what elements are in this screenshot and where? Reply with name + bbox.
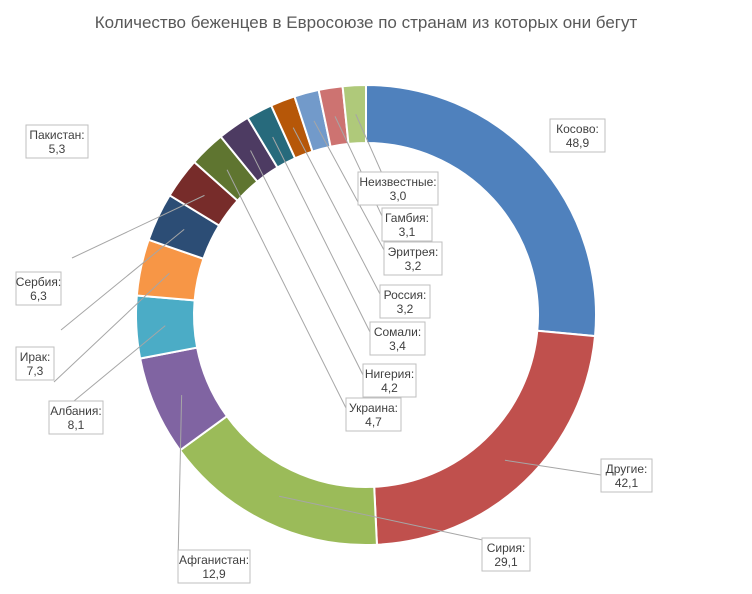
data-label-0: Косово:48,9 bbox=[549, 118, 606, 153]
data-label-value: 29,1 bbox=[494, 555, 518, 569]
data-label-box bbox=[357, 171, 439, 206]
data-label-value: 3,4 bbox=[389, 339, 406, 353]
data-label-box bbox=[362, 363, 417, 398]
leader-line-5 bbox=[53, 272, 170, 383]
data-label-value: 3,1 bbox=[399, 225, 416, 239]
data-label-category: Нигерия: bbox=[365, 367, 414, 381]
data-label-category: Косово: bbox=[556, 122, 599, 136]
data-label-category: Эритрея: bbox=[388, 245, 439, 259]
leader-line-6 bbox=[60, 228, 185, 331]
leader-line-10 bbox=[272, 136, 371, 333]
data-label-box bbox=[48, 400, 104, 435]
slice-1 bbox=[373, 329, 597, 546]
data-label-box bbox=[177, 549, 251, 584]
data-label-value: 5,3 bbox=[49, 142, 66, 156]
data-label-value: 48,9 bbox=[566, 136, 590, 150]
data-label-11: Россия:3,2 bbox=[379, 284, 431, 319]
data-label-category: Гамбия: bbox=[385, 211, 429, 225]
data-label-box bbox=[379, 284, 431, 319]
slices-layer bbox=[135, 83, 597, 546]
data-labels-layer: Косово:48,9 Другие:42,1 Сирия:29,1 Афганист… bbox=[15, 118, 653, 584]
data-label-14: Неизвестные:3,0 bbox=[357, 171, 439, 206]
slice-14 bbox=[341, 83, 367, 145]
data-label-8: Украина:4,7 bbox=[345, 397, 402, 432]
data-label-13: Гамбия:3,1 bbox=[381, 207, 433, 242]
data-label-category: Албания: bbox=[50, 404, 101, 418]
slice-2 bbox=[178, 414, 378, 546]
data-label-category: Другие: bbox=[606, 462, 648, 476]
data-label-4: Албания:8,1 bbox=[48, 400, 104, 435]
data-label-value: 3,0 bbox=[390, 189, 407, 203]
data-label-box bbox=[549, 118, 606, 153]
leader-line-14 bbox=[355, 114, 385, 179]
leader-line-4 bbox=[73, 325, 166, 402]
leader-line-2 bbox=[278, 495, 507, 546]
leader-line-7 bbox=[71, 194, 205, 259]
leader-line-12 bbox=[313, 120, 385, 251]
data-label-value: 6,3 bbox=[30, 289, 47, 303]
data-label-box bbox=[345, 397, 402, 432]
data-label-12: Эритрея:3,2 bbox=[383, 241, 443, 276]
data-label-1: Другие:42,1 bbox=[600, 458, 653, 493]
data-label-6: Сербия:6,3 bbox=[15, 271, 62, 306]
data-label-3: Афганистан:12,9 bbox=[177, 549, 251, 584]
data-label-category: Сомали: bbox=[374, 325, 421, 339]
data-label-box bbox=[381, 207, 433, 242]
data-label-box bbox=[15, 271, 62, 306]
data-label-box bbox=[481, 537, 531, 572]
data-label-value: 12,9 bbox=[202, 567, 226, 581]
data-label-category: Неизвестные: bbox=[359, 175, 436, 189]
data-label-value: 42,1 bbox=[615, 476, 639, 490]
data-label-value: 7,3 bbox=[27, 364, 44, 378]
data-label-7: Пакистан:5,3 bbox=[25, 124, 89, 159]
data-label-value: 3,2 bbox=[397, 302, 414, 316]
data-label-value: 8,1 bbox=[68, 418, 85, 432]
data-label-box bbox=[25, 124, 89, 159]
data-label-9: Нигерия:4,2 bbox=[362, 363, 417, 398]
data-label-value: 4,7 bbox=[365, 415, 382, 429]
leader-line-9 bbox=[250, 150, 364, 376]
data-label-category: Ирак: bbox=[20, 350, 51, 364]
data-label-category: Пакистан: bbox=[29, 128, 84, 142]
data-label-category: Сербия: bbox=[16, 275, 61, 289]
data-label-value: 3,2 bbox=[405, 259, 422, 273]
data-label-box bbox=[600, 458, 653, 493]
leader-line-8 bbox=[226, 169, 347, 409]
data-label-category: Сирия: bbox=[487, 541, 526, 555]
data-label-box bbox=[15, 346, 55, 381]
data-label-category: Украина: bbox=[349, 401, 398, 415]
data-label-category: Россия: bbox=[384, 288, 427, 302]
leader-line-3 bbox=[177, 395, 183, 563]
data-label-2: Сирия:29,1 bbox=[481, 537, 531, 572]
data-label-10: Сомали:3,4 bbox=[369, 321, 426, 356]
data-label-box bbox=[383, 241, 443, 276]
slice-4 bbox=[135, 294, 199, 360]
leader-line-1 bbox=[504, 459, 602, 476]
leader-line-11 bbox=[292, 127, 381, 295]
data-label-category: Афганистан: bbox=[179, 553, 249, 567]
data-label-value: 4,2 bbox=[381, 381, 398, 395]
data-label-box bbox=[369, 321, 426, 356]
chart-title: Количество беженцев в Евросоюзе по стран… bbox=[95, 13, 638, 32]
data-label-5: Ирак:7,3 bbox=[15, 346, 55, 381]
